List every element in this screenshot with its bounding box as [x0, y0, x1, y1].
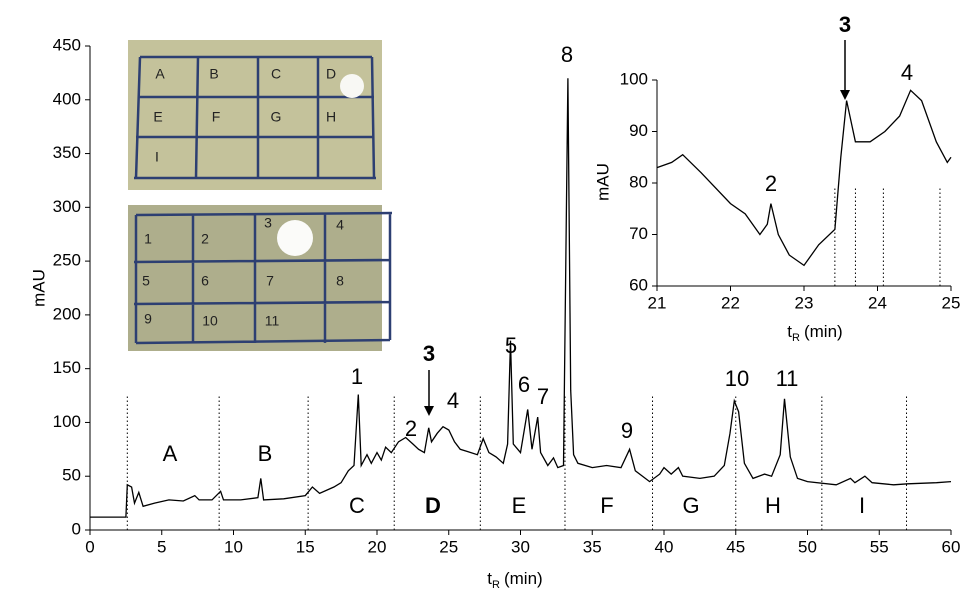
plate-label: 8 — [336, 273, 344, 289]
peak-label: 7 — [537, 384, 549, 409]
x-tick-label: 15 — [296, 537, 315, 556]
peak-label: 2 — [765, 171, 777, 196]
inhibition-zone — [340, 74, 364, 98]
x-tick-label: 20 — [368, 537, 387, 556]
plate-label: 6 — [201, 273, 209, 289]
peak-label: 1 — [351, 364, 363, 389]
y-axis-label: mAU — [593, 163, 612, 201]
x-label-unit: (min) — [504, 569, 543, 588]
x-axis-label: tR (min) — [487, 569, 542, 590]
x-axis-label: tR (min) — [787, 322, 842, 343]
arrow-head — [840, 90, 850, 100]
x-label-unit: (min) — [804, 322, 843, 341]
x-tick-label: 23 — [795, 293, 814, 312]
x-label-main: t — [487, 569, 492, 588]
y-tick-label: 100 — [53, 412, 81, 431]
y-tick-label: 150 — [53, 358, 81, 377]
plate-label: C — [271, 66, 281, 82]
x-tick-label: 25 — [942, 293, 961, 312]
y-tick-label: 100 — [620, 69, 648, 88]
plate-label: 2 — [201, 231, 209, 247]
inhibition-zone — [277, 220, 313, 256]
fraction-label: B — [258, 441, 273, 466]
x-label-sub: R — [492, 579, 500, 591]
fraction-label: F — [600, 493, 613, 518]
x-tick-label: 5 — [157, 537, 166, 556]
x-tick-label: 21 — [648, 293, 667, 312]
fraction-label: D — [425, 493, 441, 518]
x-tick-label: 60 — [942, 537, 961, 556]
plate-label: 10 — [202, 313, 218, 329]
fraction-label: E — [512, 493, 527, 518]
x-label-sub: R — [792, 332, 800, 344]
y-tick-label: 80 — [629, 172, 648, 191]
plate-grid — [133, 55, 393, 345]
x-label-main: t — [787, 322, 792, 341]
y-tick-label: 250 — [53, 251, 81, 270]
x-tick-label: 55 — [870, 537, 889, 556]
y-tick-label: 350 — [53, 143, 81, 162]
plate-label: I — [155, 149, 159, 165]
y-tick-label: 450 — [53, 35, 81, 54]
fraction-label: H — [765, 493, 781, 518]
plate-label: 9 — [144, 311, 152, 327]
plate-label: 1 — [144, 231, 152, 247]
plate-label: 7 — [266, 273, 274, 289]
x-tick-label: 0 — [85, 537, 94, 556]
y-axis-label: mAU — [29, 269, 48, 307]
peak-label: 3 — [839, 12, 851, 37]
peak-label: 2 — [405, 416, 417, 441]
y-tick-label: 90 — [629, 121, 648, 140]
plate-label: F — [212, 109, 221, 125]
peak-label: 3 — [423, 341, 435, 366]
fraction-label: C — [349, 493, 365, 518]
arrow-head — [424, 406, 434, 416]
plate-label: 5 — [142, 273, 150, 289]
peak-label: 4 — [901, 60, 913, 85]
peak-label: 11 — [776, 366, 799, 391]
x-tick-label: 40 — [655, 537, 674, 556]
inset-background — [657, 80, 951, 286]
x-tick-label: 25 — [439, 537, 458, 556]
plate-photo — [128, 40, 382, 190]
fraction-label: A — [163, 441, 178, 466]
plate-label: G — [271, 109, 282, 125]
x-tick-label: 10 — [224, 537, 243, 556]
peak-label: 5 — [505, 333, 517, 358]
trace — [656, 89, 952, 267]
x-tick-label: 24 — [868, 293, 887, 312]
y-tick-label: 50 — [62, 466, 81, 485]
peak-label: 8 — [561, 42, 573, 67]
y-tick-label: 300 — [53, 197, 81, 216]
fraction-label: I — [859, 493, 865, 518]
peak-label: 10 — [725, 366, 749, 391]
peak-label: 9 — [621, 418, 633, 443]
plate-label: E — [153, 109, 162, 125]
plate-label: 4 — [336, 217, 344, 233]
y-tick-label: 70 — [629, 224, 648, 243]
plate-label: 3 — [264, 215, 272, 231]
plate-label: B — [209, 66, 218, 82]
y-tick-label: 400 — [53, 89, 81, 108]
y-tick-label: 200 — [53, 304, 81, 323]
x-tick-label: 30 — [511, 537, 530, 556]
peak-label: 4 — [447, 388, 459, 413]
x-tick-label: 35 — [583, 537, 602, 556]
x-tick-label: 50 — [798, 537, 817, 556]
y-tick-label: 0 — [72, 519, 81, 538]
peak-label: 6 — [518, 372, 530, 397]
y-tick-label: 60 — [629, 275, 648, 294]
fraction-label: G — [682, 493, 699, 518]
x-tick-label: 22 — [721, 293, 740, 312]
plate-label: H — [326, 109, 336, 125]
plate-label: A — [155, 66, 165, 82]
plate-label: 11 — [265, 313, 280, 329]
trace — [90, 78, 952, 518]
x-tick-label: 45 — [726, 537, 745, 556]
plate-label: D — [326, 66, 336, 82]
